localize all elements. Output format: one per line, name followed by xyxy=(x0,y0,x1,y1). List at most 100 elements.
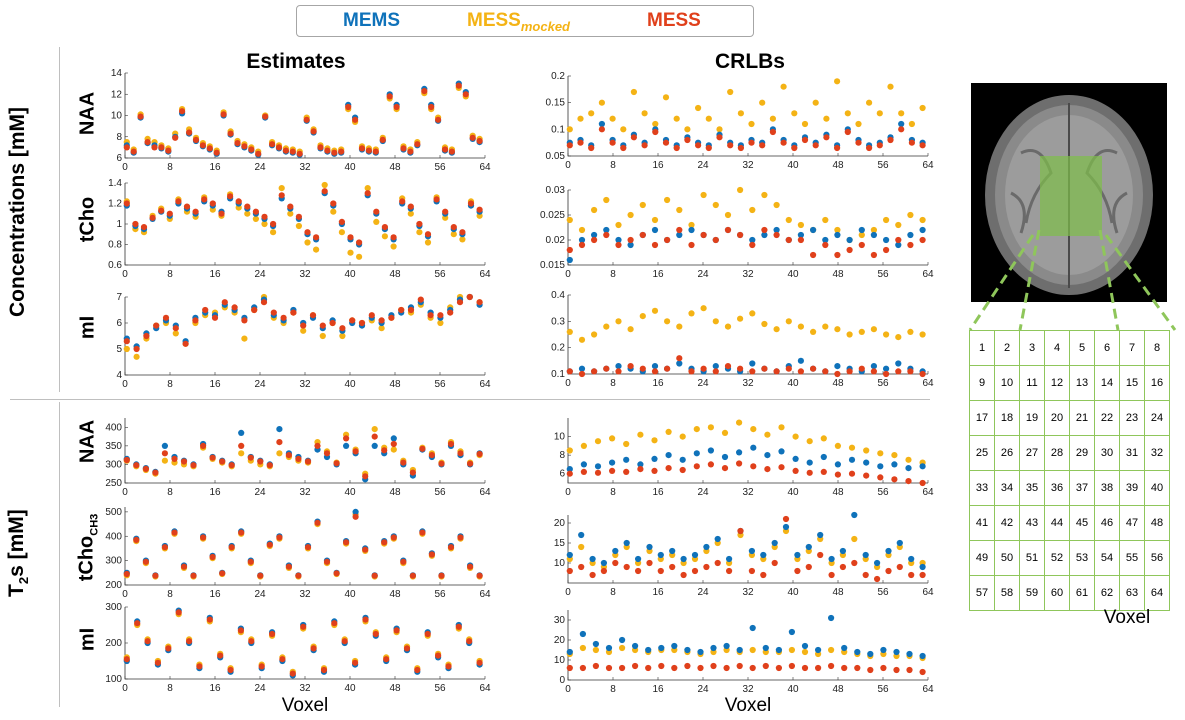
data-point-mess xyxy=(716,134,723,141)
data-point-mess xyxy=(323,558,331,565)
data-point-mess xyxy=(880,664,887,672)
data-point-mess xyxy=(209,454,216,461)
data-point-mess_mocked xyxy=(295,222,302,230)
data-point-mess_mocked xyxy=(834,326,841,333)
data-point-mess xyxy=(780,139,787,146)
x-tick-label: 64 xyxy=(922,378,934,389)
y-tick-label: 0 xyxy=(559,675,565,686)
data-point-mess xyxy=(457,450,464,457)
voxel-cell: 6 xyxy=(1094,330,1120,366)
data-point-mess xyxy=(149,214,156,221)
voxel-grid-label: Voxel xyxy=(1103,607,1151,628)
data-point-mems xyxy=(736,449,743,456)
data-point-mess xyxy=(700,365,707,372)
data-point-mess xyxy=(209,200,216,207)
voxel-cell: 39 xyxy=(1119,470,1145,506)
x-tick-label: 40 xyxy=(344,683,356,694)
x-tick-label: 16 xyxy=(209,162,221,173)
x-tick-label: 0 xyxy=(565,684,571,695)
data-point-mess_mocked xyxy=(792,433,799,440)
x-tick-label: 16 xyxy=(652,378,664,389)
data-point-mess_mocked xyxy=(780,83,787,90)
data-point-mems xyxy=(566,648,573,656)
data-point-mess xyxy=(736,460,743,467)
data-point-mems xyxy=(598,120,605,128)
data-point-mess xyxy=(428,551,435,558)
data-point-mems xyxy=(676,231,683,239)
data-point-mess_mocked xyxy=(588,110,595,117)
x-tick-label: 8 xyxy=(167,162,173,173)
y-tick-label: 7 xyxy=(116,292,122,303)
data-point-mess xyxy=(247,558,254,565)
data-point-mess xyxy=(605,664,613,672)
data-point-mess_mocked xyxy=(664,196,671,204)
x-tick-label: 48 xyxy=(389,487,401,498)
x-tick-label: 8 xyxy=(610,378,616,389)
data-point-mess xyxy=(235,198,242,205)
data-point-mess xyxy=(196,663,203,670)
data-point-mess_mocked xyxy=(390,243,397,250)
data-point-mems xyxy=(627,241,634,249)
data-point-mess xyxy=(441,146,449,153)
data-point-mess_mocked xyxy=(870,326,877,333)
data-point-mess xyxy=(390,440,397,448)
y-tick-label: 400 xyxy=(105,531,122,542)
data-point-mess xyxy=(255,150,262,157)
data-point-mems xyxy=(863,459,870,466)
data-point-mess_mocked xyxy=(664,318,671,325)
data-point-mems xyxy=(736,646,743,654)
data-point-mess xyxy=(290,309,297,316)
y-tick-label: 0.1 xyxy=(551,369,565,380)
data-point-mess_mocked xyxy=(907,328,914,335)
chart-crlb_conc_naa: 0.05 0.1 0.15 0.2 0 8 16 24 32 40 48 56 64 xyxy=(546,71,934,171)
voxel-cell: 37 xyxy=(1069,470,1095,506)
y-tick-label: 10 xyxy=(554,432,566,443)
data-point-mess xyxy=(580,468,587,475)
y-tick-label: 250 xyxy=(105,478,122,489)
y-tick-label: 5 xyxy=(116,344,122,355)
x-tick-label: 0 xyxy=(565,487,571,498)
x-tick-label: 40 xyxy=(344,379,356,390)
data-point-mess xyxy=(594,469,602,476)
data-point-mess xyxy=(676,355,683,362)
data-point-mess xyxy=(190,462,197,469)
data-point-mess_mocked xyxy=(684,126,691,133)
x-tick-label: 56 xyxy=(434,269,446,280)
x-tick-label: 32 xyxy=(299,683,311,694)
voxel-cell: 44 xyxy=(1044,505,1070,541)
voxel-cell: 62 xyxy=(1094,575,1120,611)
data-point-mess xyxy=(304,544,312,551)
data-point-mess xyxy=(615,368,622,375)
data-point-mess_mocked xyxy=(801,648,809,656)
data-point-mems xyxy=(893,648,900,656)
data-point-mess xyxy=(773,368,780,375)
voxel-cell: 21 xyxy=(1069,400,1095,436)
data-point-mess xyxy=(310,128,317,135)
data-point-mess_mocked xyxy=(828,646,835,654)
axis-line xyxy=(567,515,928,584)
voxel-cell: 48 xyxy=(1144,505,1170,541)
data-point-mems xyxy=(714,535,721,543)
data-point-mess xyxy=(333,570,340,577)
x-tick-label: 16 xyxy=(209,589,221,600)
data-point-mess xyxy=(171,529,178,536)
data-point-mess xyxy=(352,116,359,123)
data-point-mess xyxy=(352,659,359,666)
data-point-mess xyxy=(764,466,771,473)
data-point-mess xyxy=(855,139,862,146)
x-tick-label: 56 xyxy=(434,487,446,498)
data-point-mems xyxy=(658,644,665,652)
data-point-mess xyxy=(435,652,442,659)
data-point-mess xyxy=(680,571,687,579)
data-point-mess_mocked xyxy=(591,206,598,214)
x-tick-label: 40 xyxy=(344,269,356,280)
data-point-mess xyxy=(343,435,350,442)
y-tick-label: 0.4 xyxy=(551,290,565,301)
data-point-mess_mocked xyxy=(822,216,829,224)
voxel-cell: 18 xyxy=(994,400,1020,436)
data-point-mess xyxy=(785,365,792,372)
data-point-mess_mocked xyxy=(356,253,363,260)
data-point-mess xyxy=(450,224,457,231)
data-point-mess xyxy=(289,148,296,155)
